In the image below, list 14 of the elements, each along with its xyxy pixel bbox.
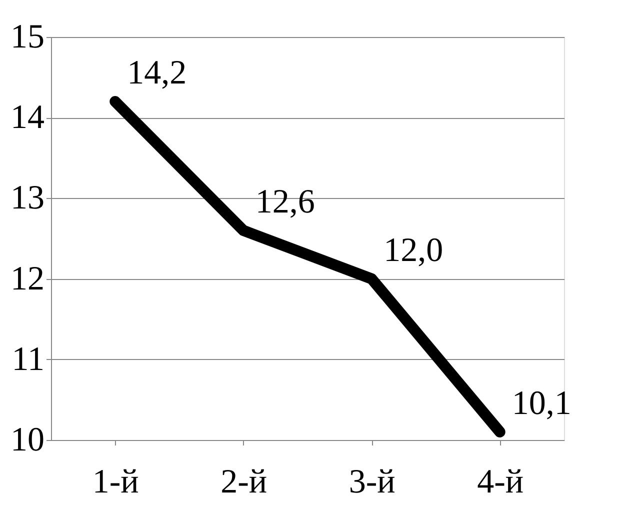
y-tick-label: 13	[10, 180, 44, 217]
y-tick-label: 12	[10, 260, 44, 298]
x-tick-label: 3-й	[348, 464, 396, 500]
y-tick-label: 14	[10, 99, 44, 136]
x-tick-label: 1-й	[92, 464, 139, 500]
x-tick-label: 2-й	[220, 464, 268, 500]
data-label: 12,6	[255, 183, 315, 220]
data-label: 10,1	[512, 384, 572, 422]
y-tick-label: 10	[10, 422, 44, 458]
data-label: 14,2	[127, 54, 187, 92]
y-tick-label: 11	[12, 340, 44, 378]
y-tick-label: 15	[10, 18, 44, 56]
x-tick-label: 4-й	[477, 464, 524, 500]
data-label: 12,0	[384, 232, 444, 269]
